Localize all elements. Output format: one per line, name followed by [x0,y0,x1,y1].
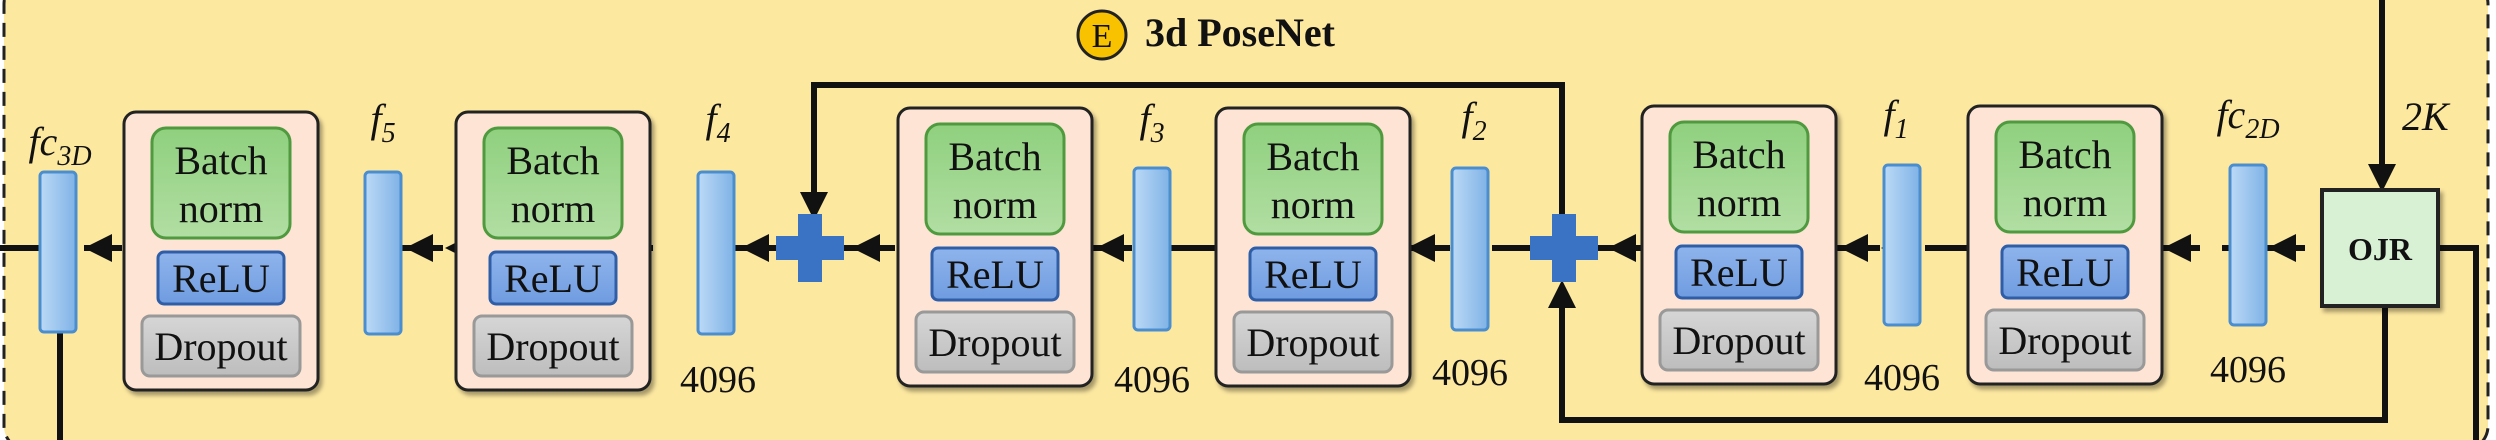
feature-bar [1450,166,1490,332]
batchnorm-label-2: norm [2023,180,2107,225]
feature-label: f1 [1883,92,1908,145]
batchnorm-box [150,126,292,240]
add-node-lower [1530,214,1598,282]
dropout-label: Dropout [928,320,1061,365]
batchnorm-label-1: Batch [506,138,599,183]
relu-box [156,250,286,306]
batchnorm-label-1: Batch [174,138,267,183]
relu-label: ReLU [1690,250,1788,295]
dropout-box [1984,308,2146,372]
feature-bar [38,170,78,334]
batchnorm-label-1: Batch [2018,132,2111,177]
feature-size: 4096 [2210,349,2286,391]
feature-layer-f1: f1 4096 [1864,92,1940,399]
feature-layer-f3: f3 4096 [1114,96,1190,401]
batchnorm-label-2: norm [1271,182,1355,227]
title-badge [1076,9,1128,61]
feature-bar [1882,163,1922,327]
dropout-label: Dropout [1246,320,1379,365]
relu-box [1674,244,1804,300]
feature-size: 4096 [680,359,756,401]
ojr-label: OJR [2348,231,2413,267]
relu-box [2000,244,2130,300]
batchnorm-label-1: Batch [1266,134,1359,179]
add-node-upper [776,214,844,282]
relu-label: ReLU [504,256,602,301]
relu-label: ReLU [1264,252,1362,297]
dropout-label: Dropout [154,324,287,369]
feature-bar [1132,166,1172,332]
batchnorm-label-1: Batch [948,134,1041,179]
input-dim-label: 2K [2402,94,2451,139]
title-badge-letter: E [1092,18,1113,55]
batchnorm-box [1242,122,1384,236]
relu-box [488,250,618,306]
feature-size: 4096 [1114,359,1190,401]
relu-label: ReLU [172,256,270,301]
dropout-label: Dropout [1672,318,1805,363]
panel-title: E 3d PoseNet [1076,9,1336,61]
feature-size: 4096 [1432,352,1508,394]
ojr-box: OJR [2320,188,2440,308]
batchnorm-label-2: norm [953,182,1037,227]
title-text: 3d PoseNet [1145,10,1336,55]
dropout-label: Dropout [1998,318,2131,363]
feature-bar [2228,163,2268,327]
batchnorm-label-2: norm [511,186,595,231]
dropout-box [472,314,634,378]
batchnorm-box [1668,120,1810,234]
dropout-box [914,310,1076,374]
relu-label: ReLU [2016,250,2114,295]
dropout-label: Dropout [486,324,619,369]
processing-blocks: BatchnormReLUDropoutBatchnormReLUDropout… [122,104,2164,392]
batchnorm-label-2: norm [179,186,263,231]
relu-box [1248,246,1378,302]
relu-label: ReLU [946,252,1044,297]
relu-box [930,246,1060,302]
batchnorm-box [924,122,1066,236]
batchnorm-box [482,126,624,240]
dropout-box [1232,310,1394,374]
dropout-box [1658,308,1820,372]
batchnorm-box [1994,120,2136,234]
feature-label: f3 [1139,96,1164,149]
batchnorm-label-2: norm [1697,180,1781,225]
batchnorm-label-1: Batch [1692,132,1785,177]
dropout-box [140,314,302,378]
feature-size: 4096 [1864,357,1940,399]
feature-bar [696,170,736,336]
feature-bar [363,170,403,336]
